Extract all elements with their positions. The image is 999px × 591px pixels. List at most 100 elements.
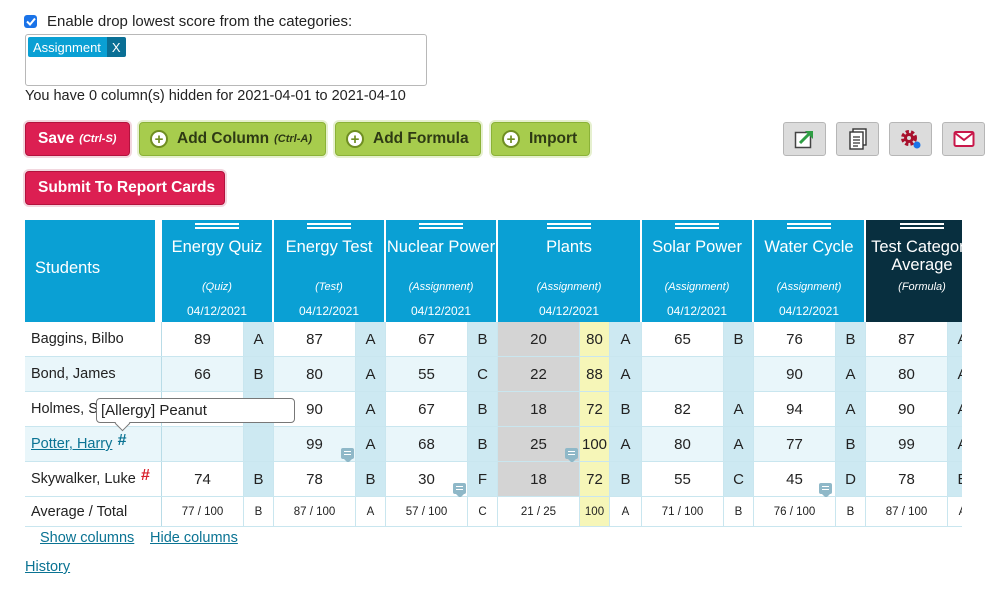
score-cell[interactable]: 66 [162, 357, 244, 391]
save-button-label: Save [38, 130, 75, 147]
student-name[interactable]: Baggins, Bilbo [25, 322, 162, 356]
score-cell[interactable]: 90 [754, 357, 836, 391]
score-cell[interactable]: 89 [162, 322, 244, 356]
average-label: Average / Total [25, 497, 162, 526]
save-button[interactable]: Save (Ctrl-S) [25, 122, 130, 156]
score-cell[interactable]: 45 [754, 462, 836, 496]
note-hash-icon[interactable]: # [140, 467, 150, 484]
score-cell[interactable]: 20 [498, 322, 580, 356]
score-cell[interactable]: 67 [386, 322, 468, 356]
comment-icon[interactable] [565, 448, 578, 463]
checkmark-icon [25, 17, 36, 26]
column-header-solar-power[interactable]: Solar Power (Assignment) 04/12/2021 [642, 220, 754, 322]
remove-tag-button[interactable]: X [106, 37, 126, 57]
grade-cell: A [948, 392, 962, 426]
drag-handle-icon[interactable] [547, 223, 591, 229]
score-cell[interactable]: 55 [642, 462, 724, 496]
drag-handle-icon[interactable] [307, 223, 351, 229]
score-cell[interactable]: 74 [162, 462, 244, 496]
hide-columns-link[interactable]: Hide columns [150, 530, 238, 546]
score-cell[interactable]: 78 [274, 462, 356, 496]
plus-icon: + [502, 130, 520, 148]
drag-handle-icon[interactable] [675, 223, 719, 229]
column-header-energy-test[interactable]: Energy Test (Test) 04/12/2021 [274, 220, 386, 322]
grade-cell: C [468, 357, 498, 391]
export-icon [794, 130, 813, 149]
import-button[interactable]: + Import [491, 122, 590, 156]
score-cell[interactable]: 90 [274, 392, 356, 426]
score-cell[interactable]: 55 [386, 357, 468, 391]
score-cell[interactable]: 22 [498, 357, 580, 391]
document-button[interactable] [836, 122, 879, 156]
history-link[interactable]: History [25, 559, 71, 575]
score-cell[interactable]: 18 [498, 392, 580, 426]
score-cell[interactable]: 80 [274, 357, 356, 391]
email-button[interactable] [942, 122, 985, 156]
score-cell[interactable]: 18 [498, 462, 580, 496]
column-date: 04/12/2021 [538, 304, 600, 318]
grade-cell: B [948, 462, 962, 496]
show-columns-link[interactable]: Show columns [40, 530, 135, 546]
submit-report-cards-button[interactable]: Submit To Report Cards [25, 171, 225, 205]
column-header-water-cycle[interactable]: Water Cycle (Assignment) 04/12/2021 [754, 220, 866, 322]
email-icon [953, 131, 974, 147]
comment-icon[interactable] [819, 483, 832, 498]
comment-icon[interactable] [341, 448, 354, 463]
grade-cell: A [948, 357, 962, 391]
formula-cell: 87 [866, 322, 948, 356]
settings-button[interactable] [889, 122, 932, 156]
percent-cell: 80 [580, 322, 610, 356]
column-header-test-category-average[interactable]: Test Category Average (Formula) [866, 220, 962, 322]
student-name[interactable]: Bond, James [25, 357, 162, 391]
average-grade: A [948, 497, 962, 526]
drop-lowest-checkbox[interactable] [24, 15, 37, 28]
category-tag-input[interactable]: Assignment X [25, 34, 427, 86]
comment-icon[interactable] [453, 483, 466, 498]
student-name-link[interactable]: Potter, Harry [31, 436, 113, 452]
add-formula-button[interactable]: + Add Formula [335, 122, 481, 156]
score-cell[interactable]: 87 [274, 322, 356, 356]
plus-icon: + [346, 130, 364, 148]
column-header-plants[interactable]: Plants (Assignment) 04/12/2021 [498, 220, 642, 322]
score-cell[interactable]: 67 [386, 392, 468, 426]
column-title: Solar Power [652, 238, 742, 256]
column-header-energy-quiz[interactable]: Energy Quiz (Quiz) 04/12/2021 [162, 220, 274, 322]
score-cell[interactable]: 77 [754, 427, 836, 461]
export-button[interactable] [783, 122, 826, 156]
add-column-label: Add Column [177, 130, 270, 147]
score-cell[interactable]: 68 [386, 427, 468, 461]
column-header-nuclear-power[interactable]: Nuclear Power (Assignment) 04/12/2021 [386, 220, 498, 322]
column-type: (Assignment) [776, 281, 842, 293]
score-cell[interactable]: 80 [642, 427, 724, 461]
grade-cell: A [948, 322, 962, 356]
grade-cell: B [836, 427, 866, 461]
score-cell[interactable]: 30 [386, 462, 468, 496]
students-header[interactable]: Students [25, 220, 158, 322]
score-cell[interactable]: 99 [274, 427, 356, 461]
drag-handle-icon[interactable] [900, 223, 944, 229]
score-cell[interactable]: 65 [642, 322, 724, 356]
column-type: (Assignment) [536, 281, 602, 293]
score-cell[interactable] [642, 357, 724, 391]
drag-handle-icon[interactable] [787, 223, 831, 229]
document-icon [848, 128, 867, 150]
drag-handle-icon[interactable] [419, 223, 463, 229]
grade-cell: B [724, 322, 754, 356]
average-grade: A [356, 497, 386, 526]
score-cell[interactable] [162, 427, 244, 461]
note-hash-icon[interactable]: # [117, 432, 127, 449]
add-column-button[interactable]: + Add Column (Ctrl-A) [139, 122, 326, 156]
score-cell[interactable]: 76 [754, 322, 836, 356]
column-date: 04/12/2021 [778, 304, 840, 318]
average-grade: C [468, 497, 498, 526]
score-cell[interactable]: 94 [754, 392, 836, 426]
column-date: 04/12/2021 [410, 304, 472, 318]
grade-cell: A [724, 392, 754, 426]
drag-handle-icon[interactable] [195, 223, 239, 229]
score-cell[interactable]: 82 [642, 392, 724, 426]
student-name[interactable]: Skywalker, Luke [31, 471, 136, 487]
student-name-cell: Potter, Harry # [25, 427, 162, 461]
grade-cell: B [610, 462, 642, 496]
category-tag: Assignment X [28, 37, 126, 57]
grade-cell [724, 357, 754, 391]
